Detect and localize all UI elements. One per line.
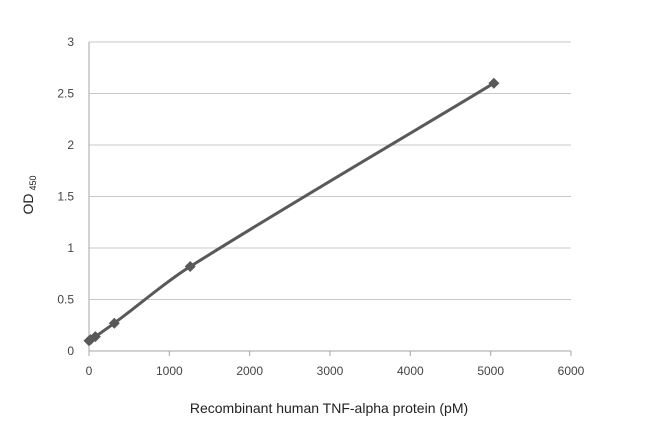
- x-tick-label-1: 1000: [156, 364, 183, 378]
- y-axis-label-subscript: 450: [28, 175, 38, 190]
- data-point-2: [89, 331, 101, 343]
- y-tick-labels: 0 0.5 1 1.5 2 2.5 3: [57, 35, 74, 358]
- x-tick-label-2: 2000: [236, 364, 263, 378]
- data-point-5: [488, 77, 500, 89]
- y-tick-label-1: 0.5: [57, 293, 74, 307]
- gridlines: [89, 41, 571, 300]
- series-markers: [83, 77, 500, 347]
- x-tick-label-5: 5000: [477, 364, 504, 378]
- x-tick-label-3: 3000: [317, 364, 344, 378]
- series-curve: [88, 81, 495, 342]
- x-tick-label-6: 6000: [558, 364, 585, 378]
- x-axis-label: Recombinant human TNF-alpha protein (pM): [190, 400, 468, 416]
- y-tick-label-3: 1.5: [57, 190, 74, 204]
- y-tick-label-4: 2: [67, 138, 74, 152]
- y-tick-label-5: 2.5: [57, 87, 74, 101]
- data-point-3: [108, 317, 120, 329]
- y-tick-label-0: 0: [67, 344, 74, 358]
- data-point-4: [184, 261, 196, 273]
- x-tick-label-0: 0: [86, 364, 93, 378]
- x-tick-label-4: 4000: [397, 364, 424, 378]
- y-tick-label-6: 3: [67, 35, 74, 49]
- y-tick-label-2: 1: [67, 241, 74, 255]
- y-axis-label: OD 450: [20, 175, 38, 214]
- x-tick-labels: 0 1000 2000 3000 4000 5000 6000: [86, 351, 585, 378]
- y-axis-label-main: OD: [20, 194, 36, 215]
